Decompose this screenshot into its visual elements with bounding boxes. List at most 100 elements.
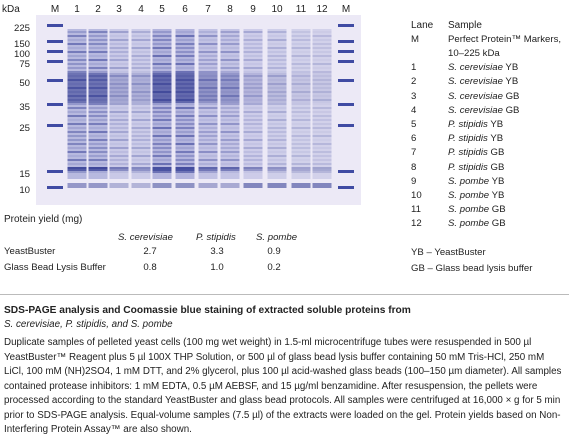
gel-band [67,123,87,125]
gel-band [175,35,195,37]
gel-band [109,159,129,161]
gel-lane-label: 10 [271,4,283,15]
gel-band [109,35,129,37]
legend-lane: 5 [411,119,417,130]
gel-band [175,167,195,171]
gel-band [291,75,311,77]
gel-band [267,103,287,105]
gel-band [152,131,172,133]
gel-band [88,71,108,73]
gel-band [88,59,108,61]
gel-band [267,123,287,125]
gel-band [152,107,172,109]
legend-lane: 7 [411,147,417,159]
mw-marker-label: 25 [19,123,30,134]
gel-band [88,35,108,37]
gel-band [338,24,354,27]
gel-band [47,60,63,63]
gel-band [88,55,108,57]
gel-band [267,171,287,173]
legend-lane: 8 [411,161,417,173]
gel-band [338,50,354,53]
gel-band [198,167,218,171]
yield-col-header: P. stipidis [196,232,236,243]
gel-band [198,171,218,173]
gel-band [131,139,151,141]
gel-band [243,143,263,145]
gel-band [109,115,129,117]
gel-band [131,143,151,145]
gel-band [312,143,332,145]
gel-lane-label: 6 [182,4,188,15]
gel-band [243,73,263,103]
gel-band [198,35,218,37]
gel-band [291,35,311,37]
gel-band [198,123,218,125]
gel-band [291,67,311,69]
gel-lane-label: 5 [159,4,165,15]
gel-band [152,43,172,45]
gel-band [312,167,332,171]
gel-band [291,39,311,41]
legend-lane: 10 [411,190,422,201]
gel-band [152,139,172,141]
gel-band [88,115,108,117]
gel-band [67,171,87,173]
gel-lane-label: M [341,4,351,15]
gel-band [267,29,287,179]
gel-band [88,51,108,53]
gel-band [220,59,240,61]
gel-band [67,159,87,161]
gel-band [67,139,87,141]
gel-band [131,79,151,81]
gel-band [220,143,240,145]
legend-lane: 12 [411,218,422,230]
gel-band [67,59,87,61]
gel-band [152,123,172,125]
legend-header-lane: Lane [411,20,434,31]
gel-band [67,155,87,157]
gel-band [109,79,129,81]
gel-band [67,151,87,153]
gel-band [220,95,240,97]
gel-band [267,31,287,33]
legend-sample: S. cerevisiae GB [448,90,520,102]
gel-band [88,67,108,69]
gel-band [131,31,151,33]
gel-band [220,87,240,89]
gel-band [152,143,172,145]
gel-band [175,29,195,179]
gel-band [67,131,87,133]
gel-band [88,163,108,165]
gel-band [131,171,151,173]
gel-band [198,119,218,121]
gel-band [88,29,108,179]
gel-band [220,151,240,153]
gel-band [220,107,240,109]
gel-band [220,171,240,173]
gel-lane-label: M [50,4,60,15]
gel-band [88,127,108,129]
gel-band [67,147,87,149]
gel-band [291,171,311,173]
gel-band [67,111,87,113]
gel-band [312,163,332,165]
gel-band [88,107,108,109]
gel-band [220,159,240,161]
gel-band [88,43,108,45]
gel-band [109,59,129,61]
gel-band [47,170,63,173]
gel-band [220,123,240,125]
gel-band [175,71,195,73]
gel-band [88,183,108,188]
gel-band [267,73,287,103]
gel-band [267,67,287,69]
gel-band [267,51,287,53]
gel-band [220,119,240,121]
gel-band [67,183,87,188]
gel-band [109,127,129,129]
gel-band [220,111,240,113]
gel-band [131,63,151,65]
gel-band [67,167,87,171]
gel-band [67,31,87,33]
